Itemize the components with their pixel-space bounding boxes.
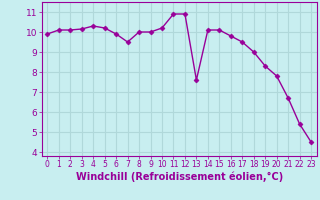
X-axis label: Windchill (Refroidissement éolien,°C): Windchill (Refroidissement éolien,°C) [76,172,283,182]
